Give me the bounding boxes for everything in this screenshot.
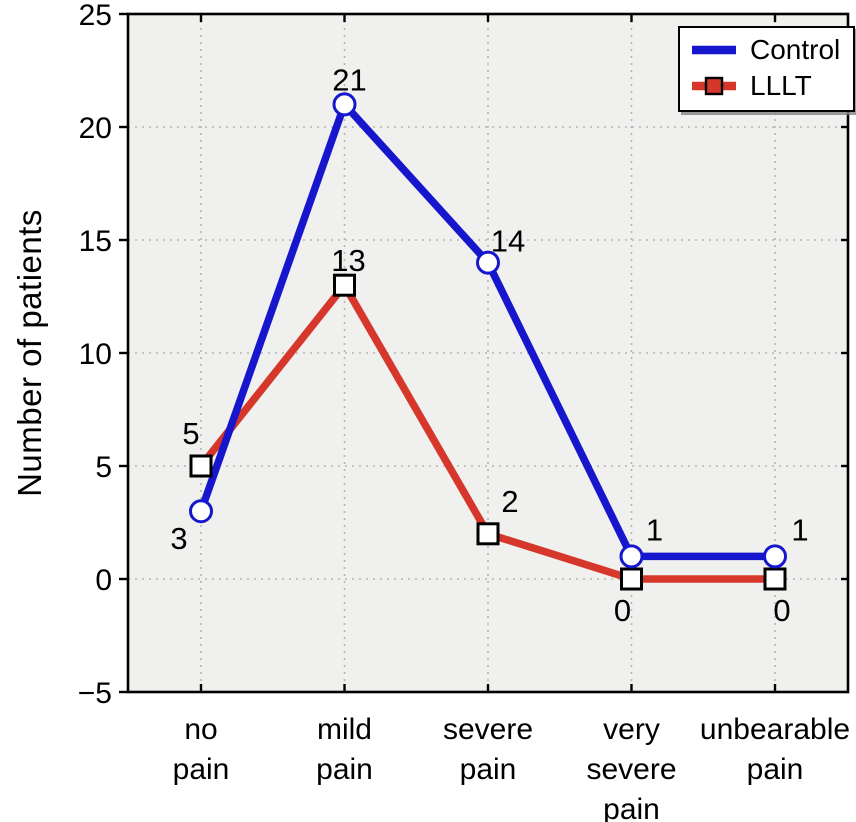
x-category-label: pain: [460, 753, 517, 786]
legend-swatch-control: [692, 45, 736, 55]
x-category-label: no: [184, 713, 217, 746]
point-label: 14: [491, 224, 525, 259]
y-tick-label: −5: [78, 677, 112, 710]
legend: Control LLLT: [678, 26, 856, 112]
legend-label: Control: [750, 34, 841, 65]
legend-entry-lllt: LLLT: [690, 70, 840, 102]
data-point-marker: [763, 544, 787, 569]
y-tick-labels: −5 0 5 10 15 20 25: [78, 0, 112, 710]
y-tick-label: 0: [95, 564, 112, 597]
legend-label: LLLT: [750, 70, 812, 101]
y-axis-title: Number of patients: [11, 209, 48, 497]
y-tick-label: 10: [79, 338, 112, 371]
data-point-marker: [620, 567, 643, 591]
x-category-label: severe: [443, 713, 533, 746]
point-labels-control: 3 21 14 1 1: [170, 62, 808, 556]
series-markers-lllt: [189, 273, 787, 591]
axis-ticks: [119, 12, 848, 694]
data-point-marker: [476, 522, 500, 546]
point-label: 2: [501, 484, 518, 519]
point-label: 13: [331, 243, 365, 278]
y-tick-label: 20: [79, 112, 112, 145]
plot-background: [128, 14, 848, 692]
x-category-label: mild: [317, 713, 372, 746]
legend-marker-square: [704, 76, 724, 96]
point-label: 5: [182, 416, 199, 451]
x-category-label: unbearable: [700, 713, 850, 746]
data-point-marker: [619, 544, 644, 569]
x-category-label: very: [603, 713, 660, 746]
data-point-marker: [189, 499, 213, 524]
data-point-marker: [333, 273, 356, 297]
x-category-labels: no pain mild pain severe pain very severe pain un…: [173, 713, 850, 822]
legend-entry-control: Control: [690, 34, 840, 66]
y-tick-label: 15: [79, 225, 112, 258]
x-category-label: pain: [747, 753, 804, 786]
point-label: 21: [332, 62, 366, 97]
x-category-label: pain: [603, 793, 660, 822]
point-label: 0: [773, 593, 790, 628]
series-markers-control: [189, 92, 787, 569]
y-tick-label: 25: [79, 0, 112, 32]
data-point-marker: [189, 454, 213, 478]
point-label: 3: [170, 521, 187, 556]
point-labels-lllt: 5 13 2 0 0: [182, 243, 790, 628]
x-category-label: pain: [316, 753, 373, 786]
point-label: 1: [646, 512, 663, 547]
legend-swatch-lllt: [692, 76, 736, 96]
point-label: 0: [614, 593, 631, 628]
x-category-label: severe: [586, 753, 676, 786]
x-category-label: pain: [173, 753, 230, 786]
point-label: 1: [791, 512, 808, 547]
y-tick-label: 5: [95, 451, 112, 484]
gridlines: [128, 14, 848, 692]
data-point-marker: [763, 567, 787, 591]
data-point-marker: [332, 92, 357, 117]
data-point-marker: [476, 250, 500, 275]
